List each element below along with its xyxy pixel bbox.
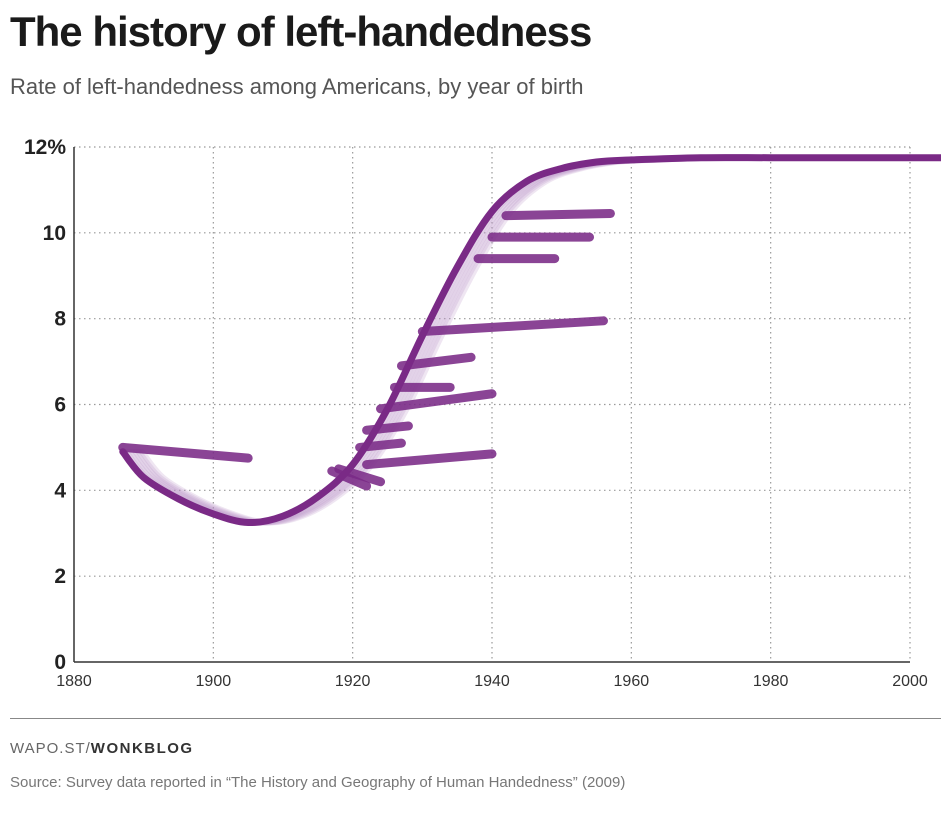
cohort-streak <box>376 389 497 414</box>
x-tick-label: 1900 <box>196 673 232 690</box>
chart-subtitle: Rate of left-handedness among Americans,… <box>10 74 584 99</box>
x-tick-label: 1880 <box>56 673 92 690</box>
line-chart: 0 2 4 6 8 10 12% 1880 1900 1920 1940 1960 1980 2000 <box>24 136 941 690</box>
source-note: Source: Survey data reported in “The His… <box>10 774 626 791</box>
series-line <box>119 154 941 527</box>
chart-title: The history of left-handedness <box>10 8 592 55</box>
y-tick-label: 6 <box>54 394 66 417</box>
cohort-streak <box>417 316 608 337</box>
cohort-streak <box>501 209 615 221</box>
footer-divider <box>10 718 941 719</box>
cohort-streak <box>362 449 497 470</box>
x-tick-label: 1920 <box>335 673 371 690</box>
credit-line: WAPO.ST/WONKBLOG <box>10 740 194 757</box>
credit-prefix: WAPO.ST/ <box>10 740 91 757</box>
x-tick-label: 2000 <box>892 673 928 690</box>
x-tick-label: 1940 <box>474 673 510 690</box>
y-tick-label: 0 <box>54 651 66 674</box>
y-tick-label: 2 <box>54 565 66 588</box>
credit-brand: WONKBLOG <box>90 740 194 757</box>
y-tick-label: 10 <box>43 222 66 245</box>
y-tick-label: 8 <box>54 308 66 331</box>
cohort-streak <box>327 466 372 491</box>
y-tick-label: 4 <box>54 479 66 502</box>
cohort-streak <box>396 352 476 371</box>
y-tick-label: 12% <box>24 136 66 159</box>
x-tick-label: 1980 <box>753 673 789 690</box>
x-tick-label: 1960 <box>614 673 650 690</box>
cohort-streak <box>118 442 253 463</box>
